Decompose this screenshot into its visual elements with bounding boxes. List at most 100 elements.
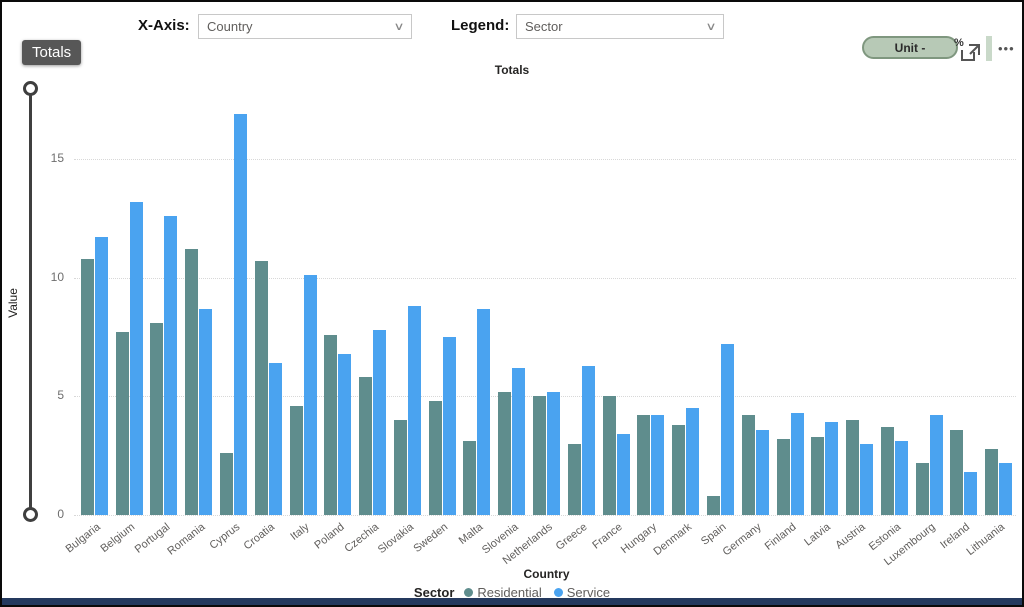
bar-slovakia-residential[interactable]	[393, 420, 407, 515]
unit-toggle-button[interactable]: Unit -	[862, 36, 958, 59]
bar-hungary-service[interactable]	[651, 415, 665, 515]
bar-group-poland	[320, 87, 355, 515]
bar-group-slovenia	[494, 87, 529, 515]
bar-austria-residential[interactable]	[846, 420, 860, 515]
bar-slovenia-residential[interactable]	[498, 391, 512, 515]
bar-belgium-service[interactable]	[129, 201, 143, 515]
bar-finland-residential[interactable]	[776, 439, 790, 515]
bar-austria-service[interactable]	[860, 443, 874, 515]
bar-bulgaria-residential[interactable]	[80, 258, 94, 515]
bar-estonia-residential[interactable]	[880, 427, 894, 515]
x-tick-label-latvia: Latvia	[802, 521, 834, 549]
bar-france-service[interactable]	[616, 434, 630, 515]
x-tick-label-poland: Poland	[311, 521, 347, 552]
bar-lithuania-residential[interactable]	[985, 448, 999, 515]
legend-label: Service	[566, 585, 611, 600]
chart-title: Totals	[494, 63, 530, 77]
bar-latvia-service[interactable]	[825, 422, 839, 515]
bar-belgium-residential[interactable]	[115, 332, 129, 515]
gridline-0	[74, 515, 1016, 516]
legend-dropdown-label: Legend:	[451, 17, 510, 34]
bar-romania-service[interactable]	[199, 308, 213, 515]
bar-denmark-service[interactable]	[686, 408, 700, 515]
x-tick-label-greece: Greece	[553, 521, 590, 553]
bar-slovenia-service[interactable]	[512, 367, 526, 515]
bar-poland-residential[interactable]	[324, 334, 338, 515]
legend-items: Residential Service	[464, 585, 610, 600]
legend-item-residential[interactable]: Residential	[464, 585, 542, 600]
expand-icon[interactable]	[960, 42, 982, 68]
legend-label: Residential	[477, 585, 542, 600]
bar-finland-service[interactable]	[790, 412, 804, 515]
bar-greece-residential[interactable]	[567, 443, 581, 515]
legend-dot-service	[553, 588, 563, 597]
x-tick-label-spain: Spain	[699, 521, 729, 548]
bar-netherlands-residential[interactable]	[533, 396, 547, 515]
x-tick-label-slovakia: Slovakia	[375, 521, 416, 557]
bar-italy-service[interactable]	[303, 275, 317, 515]
bar-group-cyprus	[216, 87, 251, 515]
bar-portugal-residential[interactable]	[150, 322, 164, 515]
gridline-10	[74, 277, 1016, 279]
y-tick-label: 5	[57, 388, 64, 403]
bar-germany-service[interactable]	[755, 429, 769, 515]
bar-malta-residential[interactable]	[463, 441, 477, 515]
scrollbar-thumb[interactable]	[986, 36, 992, 61]
bar-lithuania-service[interactable]	[999, 462, 1013, 515]
bar-greece-service[interactable]	[581, 365, 595, 515]
bar-estonia-service[interactable]	[894, 441, 908, 515]
bar-czechia-service[interactable]	[373, 329, 387, 515]
bar-croatia-service[interactable]	[268, 363, 282, 515]
bar-group-croatia	[251, 87, 286, 515]
bar-group-slovakia	[390, 87, 425, 515]
y-range-slider-handle-bottom[interactable]	[23, 507, 38, 522]
bar-croatia-residential[interactable]	[254, 261, 268, 515]
bar-germany-residential[interactable]	[741, 415, 755, 515]
bar-cyprus-service[interactable]	[234, 113, 248, 515]
chart-legend: Sector Residential Service	[2, 585, 1022, 600]
bar-romania-residential[interactable]	[185, 249, 199, 515]
bar-plot-area	[77, 87, 1016, 515]
bottom-accent-bar	[2, 598, 1022, 605]
bar-group-belgium	[112, 87, 147, 515]
bar-spain-service[interactable]	[720, 344, 734, 515]
bar-denmark-residential[interactable]	[672, 424, 686, 515]
bar-slovakia-service[interactable]	[407, 306, 421, 515]
bar-luxembourg-residential[interactable]	[915, 462, 929, 515]
bar-netherlands-service[interactable]	[547, 391, 561, 515]
bar-sweden-residential[interactable]	[428, 401, 442, 515]
bar-italy-residential[interactable]	[289, 405, 303, 515]
x-axis-dropdown[interactable]: Country ∨	[198, 14, 412, 39]
bar-group-hungary	[634, 87, 669, 515]
bar-cyprus-residential[interactable]	[220, 453, 234, 515]
bar-czechia-residential[interactable]	[359, 377, 373, 515]
legend-item-service[interactable]: Service	[553, 585, 611, 600]
x-tick-label-germany: Germany	[720, 521, 764, 559]
bar-ireland-service[interactable]	[964, 472, 978, 515]
bar-malta-service[interactable]	[477, 308, 491, 515]
bar-latvia-residential[interactable]	[811, 436, 825, 515]
bar-france-residential[interactable]	[602, 396, 616, 515]
x-tick-label-italy: Italy	[288, 521, 312, 543]
chevron-down-icon: ∨	[705, 21, 717, 33]
bar-group-malta	[460, 87, 495, 515]
bar-group-ireland	[947, 87, 982, 515]
bar-ireland-residential[interactable]	[950, 429, 964, 515]
bar-portugal-service[interactable]	[164, 216, 178, 515]
bar-bulgaria-service[interactable]	[94, 237, 108, 515]
bar-sweden-service[interactable]	[442, 337, 456, 515]
legend-dropdown[interactable]: Sector ∨	[516, 14, 724, 39]
x-tick-label-malta: Malta	[456, 521, 486, 548]
x-axis-title: Country	[523, 567, 570, 581]
bar-group-bulgaria	[77, 87, 112, 515]
bar-spain-residential[interactable]	[706, 496, 720, 515]
bar-hungary-residential[interactable]	[637, 415, 651, 515]
y-range-slider-handle-top[interactable]	[23, 81, 38, 96]
more-options-button[interactable]: •••	[998, 41, 1015, 56]
x-axis-dropdown-label: X-Axis:	[138, 17, 190, 34]
bar-luxembourg-service[interactable]	[929, 415, 943, 515]
bar-group-estonia	[877, 87, 912, 515]
x-axis-tick-labels: Bulgaria Belgium Portugal Romania Cyprus Croa…	[64, 520, 1016, 570]
bar-poland-service[interactable]	[338, 353, 352, 515]
